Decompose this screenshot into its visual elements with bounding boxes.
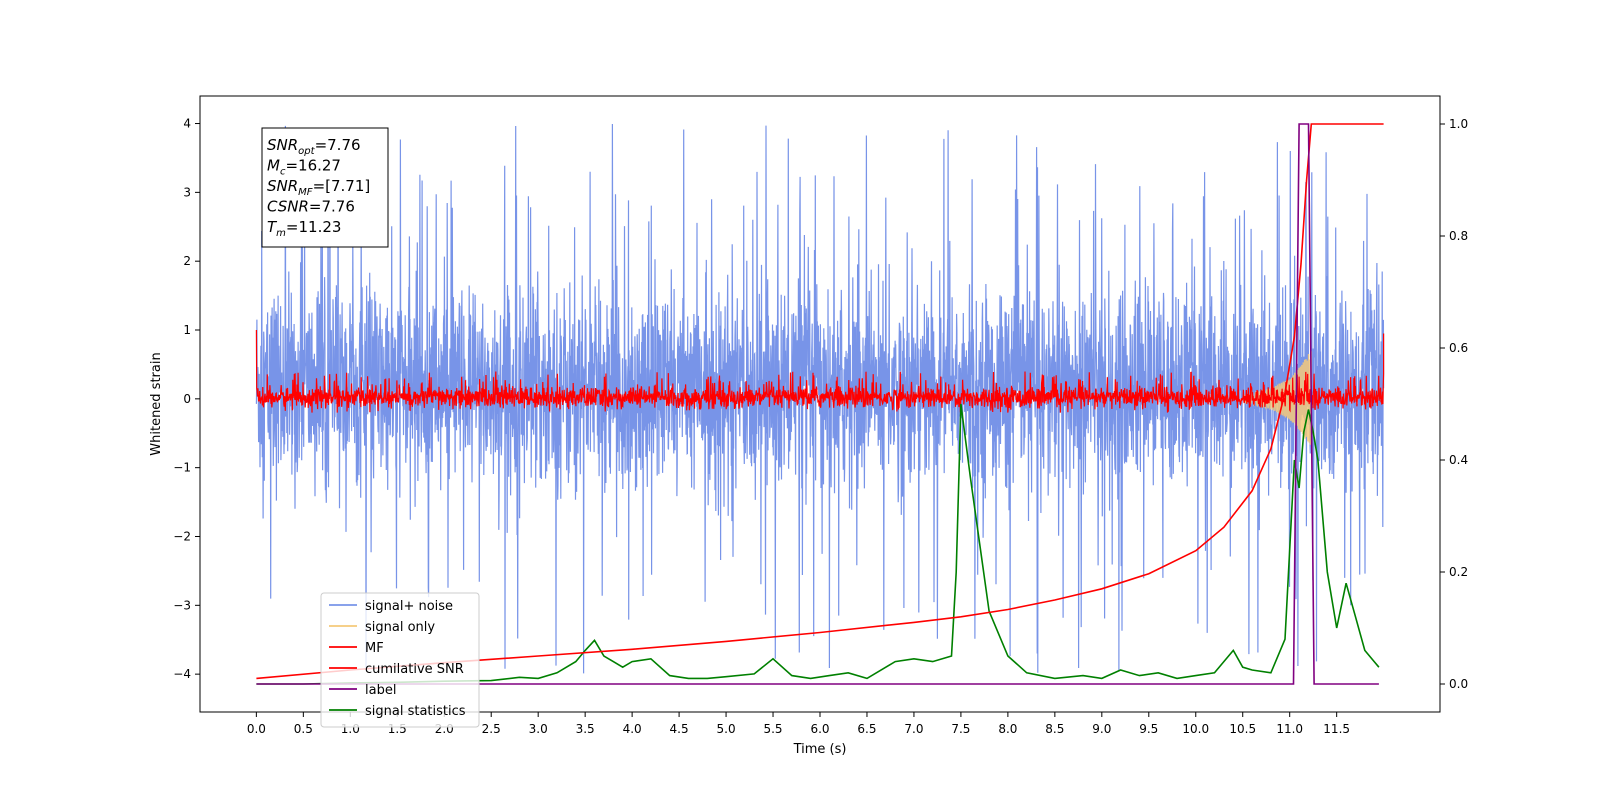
y-tick-label: −1 bbox=[173, 461, 191, 475]
annotation-line: SNRopt=7.76 bbox=[267, 136, 361, 157]
legend-entry-label: cumilative SNR bbox=[365, 662, 464, 677]
x-tick-label: 7.5 bbox=[951, 722, 970, 736]
x-tick-label: 4.0 bbox=[623, 722, 642, 736]
series-signal-noise-line bbox=[255, 123, 1385, 674]
x-tick-label: 11.0 bbox=[1276, 722, 1303, 736]
y-tick-label: −3 bbox=[173, 598, 191, 612]
y-tick-label: 3 bbox=[183, 185, 191, 199]
y-tick-label: 1 bbox=[183, 323, 191, 337]
y-axis-label: Whitened strain bbox=[149, 352, 164, 455]
y-right-tick-label: 0.4 bbox=[1449, 453, 1468, 467]
annotation-line: Mc=16.27 bbox=[267, 157, 341, 178]
y-right-tick-label: 0.2 bbox=[1449, 565, 1468, 579]
x-tick-label: 10.5 bbox=[1229, 722, 1256, 736]
legend-entry-label: signal only bbox=[365, 620, 435, 635]
x-tick-label: 9.5 bbox=[1139, 722, 1158, 736]
x-tick-label: 7.0 bbox=[904, 722, 923, 736]
legend-entry-label: label bbox=[365, 683, 396, 698]
y-tick-label: −4 bbox=[173, 667, 191, 681]
series-mf-line bbox=[255, 329, 1385, 413]
y-right-tick-label: 0.0 bbox=[1449, 677, 1468, 691]
x-tick-label: 4.5 bbox=[670, 722, 689, 736]
y-tick-label: 2 bbox=[183, 254, 191, 268]
series-label-line bbox=[256, 123, 1379, 685]
annotation-line: SNRMF=[7.71] bbox=[267, 177, 370, 198]
x-tick-label: 2.5 bbox=[482, 722, 501, 736]
series-cumilative-snr-line bbox=[256, 123, 1384, 680]
x-tick-label: 8.5 bbox=[1045, 722, 1064, 736]
x-axis-label: Time (s) bbox=[793, 742, 847, 757]
x-tick-label: 3.0 bbox=[529, 722, 548, 736]
annotation-box-frame bbox=[261, 127, 389, 248]
y-right-tick-label: 1.0 bbox=[1449, 117, 1468, 131]
x-tick-label: 5.5 bbox=[763, 722, 782, 736]
x-tick-label: 3.5 bbox=[576, 722, 595, 736]
x-tick-label: 0.5 bbox=[294, 722, 313, 736]
annotation-line: Tm=11.23 bbox=[267, 218, 341, 239]
y-right-tick-label: 0.8 bbox=[1449, 229, 1468, 243]
y-tick-label: 4 bbox=[183, 117, 191, 131]
legend-entry-label: signal statistics bbox=[365, 704, 466, 719]
x-tick-label: 11.5 bbox=[1323, 722, 1350, 736]
y-tick-label: 0 bbox=[183, 392, 191, 406]
legend-entry-label: MF bbox=[365, 641, 384, 656]
legend: signal+ noise signal only MF cumilative SNR… bbox=[320, 592, 480, 728]
x-tick-label: 8.0 bbox=[998, 722, 1017, 736]
series-signal-statistics-line bbox=[256, 403, 1380, 685]
x-tick-label: 10.0 bbox=[1182, 722, 1209, 736]
annotation-line: CSNR=7.76 bbox=[267, 198, 355, 216]
x-tick-label: 0.0 bbox=[247, 722, 266, 736]
legend-entry-label: signal+ noise bbox=[365, 599, 453, 614]
stats-annotation-box: SNRopt=7.76Mc=16.27SNRMF=[7.71]CSNR=7.76… bbox=[261, 127, 389, 248]
y-right-tick-label: 0.6 bbox=[1449, 341, 1468, 355]
x-tick-label: 5.0 bbox=[717, 722, 736, 736]
legend-frame bbox=[320, 592, 480, 728]
x-tick-label: 9.0 bbox=[1092, 722, 1111, 736]
x-tick-label: 6.0 bbox=[810, 722, 829, 736]
x-tick-label: 6.5 bbox=[857, 722, 876, 736]
y-tick-label: −2 bbox=[173, 529, 191, 543]
plot-area bbox=[255, 123, 1385, 685]
